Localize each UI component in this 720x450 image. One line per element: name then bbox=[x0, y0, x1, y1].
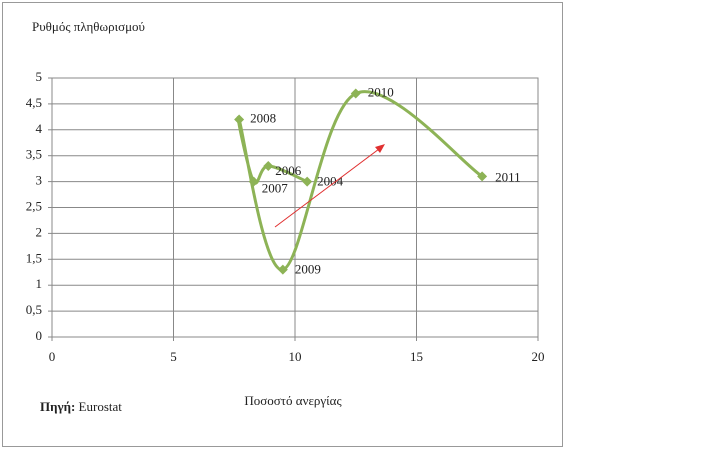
source: Πηγή: Eurostat bbox=[40, 399, 122, 414]
y-tick-label: 1,5 bbox=[26, 250, 42, 265]
x-tick-label: 5 bbox=[170, 349, 177, 364]
y-tick-label: 2 bbox=[36, 224, 43, 239]
y-tick-label: 4,5 bbox=[26, 95, 42, 110]
arrow-head bbox=[375, 144, 385, 153]
plot-area: 0 0,5 1 1,5 2 2,5 3 3,5 4 4,5 5 0 5 10 15 20 2004 2006 200… bbox=[26, 69, 545, 364]
x-tick-label: 0 bbox=[49, 349, 56, 364]
y-tick-label: 3,5 bbox=[26, 147, 42, 162]
y-axis-title: Ρυθμός πληθωρισμού bbox=[32, 19, 145, 34]
series-line bbox=[236, 90, 483, 272]
point-marker bbox=[477, 171, 488, 182]
y-tick-label: 2,5 bbox=[26, 198, 42, 213]
y-tick-label: 0,5 bbox=[26, 302, 42, 317]
point-marker bbox=[248, 176, 259, 187]
point-marker bbox=[263, 161, 274, 172]
point-marker bbox=[302, 176, 313, 187]
source-label: Πηγή: bbox=[40, 399, 75, 414]
y-tick-label: 5 bbox=[36, 69, 43, 84]
point-marker bbox=[277, 264, 288, 275]
point-label: 2004 bbox=[317, 174, 344, 189]
y-tick-label: 1 bbox=[36, 276, 43, 291]
point-label: 2011 bbox=[495, 169, 521, 184]
point-label: 2008 bbox=[250, 110, 276, 125]
point-label: 2006 bbox=[275, 163, 302, 178]
point-label: 2009 bbox=[295, 262, 321, 277]
arrow-line bbox=[274, 145, 384, 228]
point-marker bbox=[350, 88, 361, 99]
y-tick-label: 0 bbox=[36, 328, 43, 343]
x-tick-label: 10 bbox=[289, 349, 302, 364]
x-axis-title: Ποσοστό ανεργίας bbox=[244, 393, 342, 408]
chart-frame bbox=[2, 2, 563, 447]
source-name: Eurostat bbox=[79, 399, 123, 414]
point-label: 2010 bbox=[368, 85, 394, 100]
y-tick-label: 3 bbox=[36, 173, 43, 188]
trend-arrow bbox=[274, 144, 385, 228]
x-tick-label: 15 bbox=[410, 349, 423, 364]
x-tick-label: 20 bbox=[532, 349, 545, 364]
point-marker bbox=[234, 114, 245, 125]
y-tick-label: 4 bbox=[36, 121, 43, 136]
point-label: 2007 bbox=[262, 181, 289, 196]
